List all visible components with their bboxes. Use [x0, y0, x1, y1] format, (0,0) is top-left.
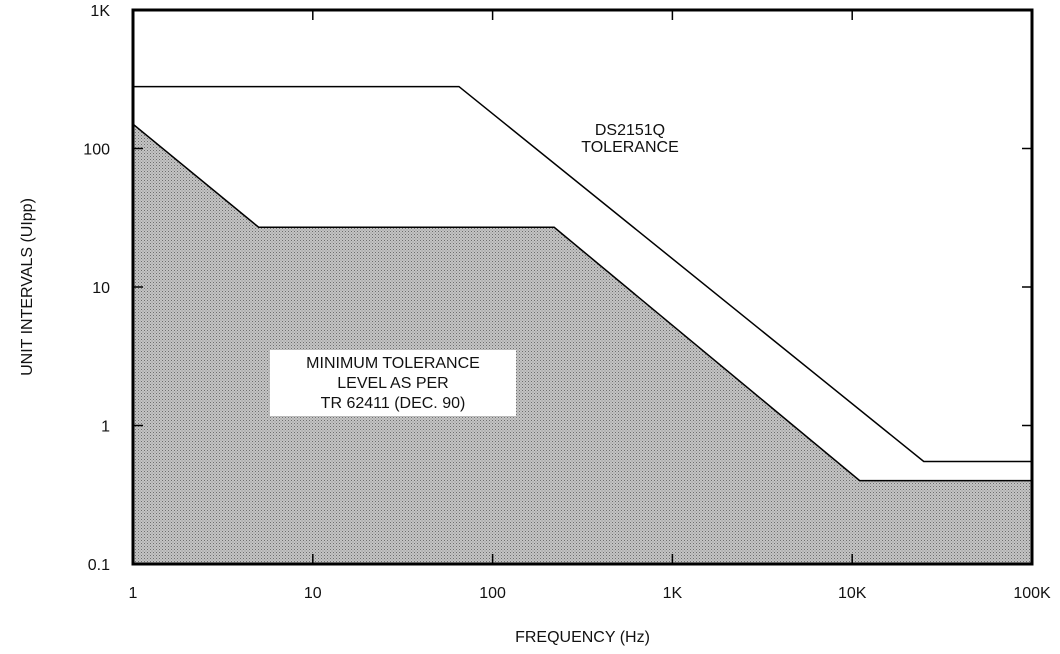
x-tick-label: 1 — [129, 585, 138, 602]
y-tick-label: 10 — [92, 280, 110, 297]
y-axis-title: UNIT INTERVALS (UIpp) — [19, 198, 36, 376]
x-tick-label: 100 — [479, 585, 506, 602]
x-tick-label: 10 — [304, 585, 322, 602]
x-axis-title: FREQUENCY (Hz) — [515, 629, 650, 646]
minimum-tolerance-area — [133, 124, 1032, 564]
y-tick-label: 1 — [101, 419, 110, 436]
y-tick-label: 1K — [90, 3, 110, 20]
y-tick-label: 100 — [83, 142, 110, 159]
ds2151q-label-line: TOLERANCE — [581, 139, 679, 156]
ds2151q-label-line: DS2151Q — [595, 122, 665, 139]
minimum-tolerance-label-box — [270, 350, 516, 416]
ds2151q-tolerance-line — [133, 85, 1032, 463]
area-layer — [133, 124, 1032, 564]
label-layer: 1 10 100 1K 10K 100K 0.1 1 10 100 1K — [83, 3, 1051, 602]
minimum-tolerance-edge — [132, 123, 1032, 482]
line-layer — [132, 85, 1032, 482]
y-tick-label: 0.1 — [88, 557, 110, 574]
x-tick-label: 100K — [1013, 585, 1051, 602]
minimum-tolerance-label-line: MINIMUM TOLERANCE — [306, 355, 480, 372]
minimum-tolerance-label-line: TR 62411 (DEC. 90) — [321, 395, 466, 412]
plot-frame — [131, 8, 1034, 566]
x-tick-label: 10K — [838, 585, 867, 602]
x-tick-label: 1K — [663, 585, 683, 602]
minimum-tolerance-label-line: LEVEL AS PER — [337, 375, 448, 392]
